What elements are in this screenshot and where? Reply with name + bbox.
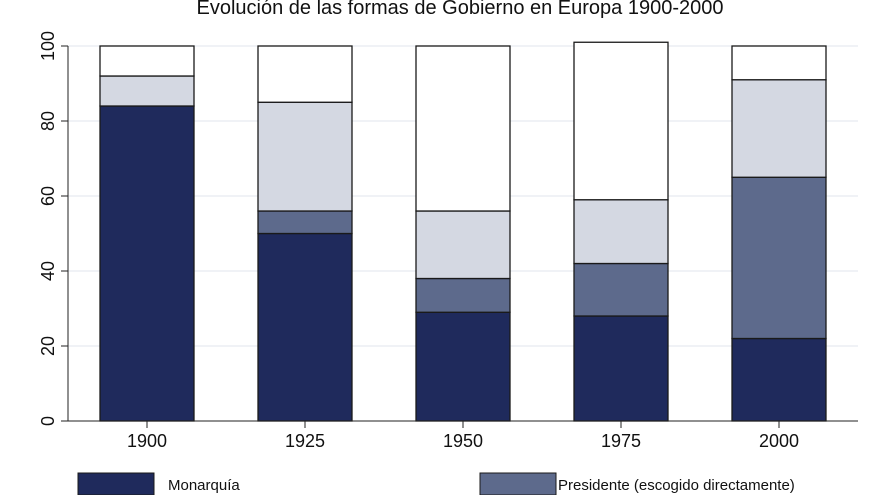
legend-label-1: Presidente (escogido directamente) <box>558 477 795 494</box>
y-tick-label: 100 <box>38 31 58 61</box>
bar-segment-1975-3 <box>573 41 669 201</box>
y-tick-label: 20 <box>38 336 58 356</box>
x-tick-label: 1950 <box>443 431 483 451</box>
axes: 0 20 40 60 80 100 1900 1925 1950 1975 2000 <box>38 31 858 451</box>
bar-segment-1950-2 <box>415 210 511 280</box>
bar-segment-2000-1 <box>731 176 827 340</box>
y-tick-label: 60 <box>38 186 58 206</box>
bars <box>99 41 827 422</box>
bar-segment-1925-0 <box>257 232 353 422</box>
bar-segment-1925-3 <box>257 45 353 103</box>
bar-segment-1950-0 <box>415 311 511 422</box>
legend: Monarquía Presidente (escogido directamen… <box>77 472 795 495</box>
bar-segment-1900-0 <box>99 105 195 422</box>
bar-segment-2000-2 <box>731 79 827 178</box>
bar-segment-1925-1 <box>257 210 353 235</box>
bar-segment-2000-3 <box>731 45 827 81</box>
y-tick-label: 80 <box>38 111 58 131</box>
bar-segment-1975-0 <box>573 315 669 422</box>
bar-segment-1950-3 <box>415 45 511 212</box>
x-tick-label: 1925 <box>285 431 325 451</box>
bar-segment-1975-2 <box>573 199 669 265</box>
y-tick-label: 40 <box>38 261 58 281</box>
legend-swatch-0 <box>77 472 155 495</box>
bar-segment-2000-0 <box>731 337 827 422</box>
y-tick-label: 0 <box>38 416 58 426</box>
chart-title: Evolución de las formas de Gobierno en E… <box>196 0 723 19</box>
bar-segment-1950-1 <box>415 277 511 313</box>
bar-segment-1900-2 <box>99 75 195 107</box>
bar-segment-1975-1 <box>573 262 669 317</box>
legend-swatch-1 <box>479 472 557 495</box>
x-tick-label: 1900 <box>127 431 167 451</box>
bar-segment-1900-3 <box>99 45 195 77</box>
bar-segment-1925-2 <box>257 101 353 212</box>
legend-label-0: Monarquía <box>168 477 240 494</box>
x-tick-label: 1975 <box>601 431 641 451</box>
x-tick-label: 2000 <box>759 431 799 451</box>
